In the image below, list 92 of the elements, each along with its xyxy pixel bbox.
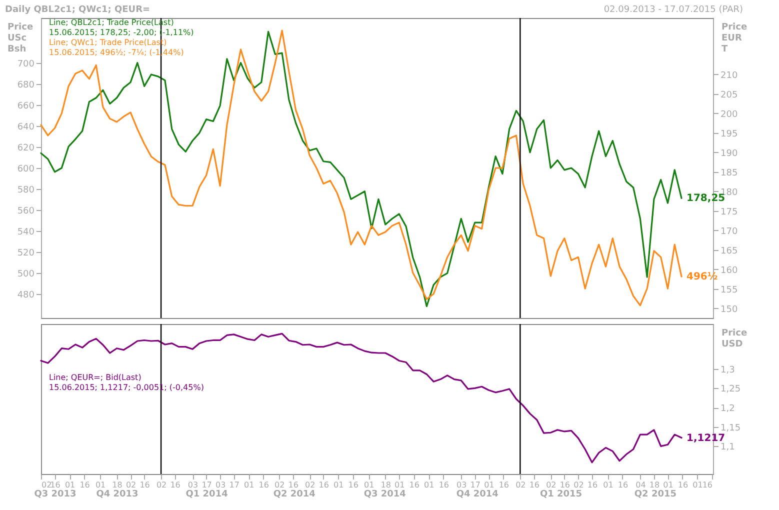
x-tick-label: 16 (702, 480, 713, 490)
x-tick-label: 16 (258, 480, 269, 490)
y-tick-label: 620 (17, 144, 35, 154)
x-tick-label: 02 (516, 480, 526, 490)
y-tick-label: 500 (17, 269, 35, 280)
x-tick-label: 01 (364, 480, 374, 490)
x-tick-label: 17 (202, 480, 212, 490)
y-tick-label: 600 (17, 164, 35, 174)
y2-tick-label: 170 (720, 226, 738, 237)
x-tick-label: 04 (636, 480, 646, 490)
y-tick-label: 680 (17, 80, 35, 91)
x-tick-label: 16 (50, 480, 60, 490)
x-tick-label: 01 (64, 480, 76, 490)
y-tick-label: 540 (17, 227, 35, 238)
x2-tick-label: Q1 2014 (186, 490, 228, 500)
x-tick-label: 16 (529, 480, 540, 490)
x2-tick-label: Q3 2014 (364, 490, 406, 500)
y-tick-label: 520 (17, 248, 35, 258)
x2-tick-label: Q4 2014 (456, 490, 498, 500)
x-tick-label: 16 (170, 480, 180, 490)
y2-tick-label: 205 (720, 90, 738, 100)
x-tick-label: 02 (42, 480, 52, 490)
x-tick-label: 18 (112, 480, 122, 490)
x-tick-label: 01 (484, 480, 494, 490)
x-tick-label: 16 (318, 480, 329, 490)
x-tick-label: 01 (603, 480, 614, 490)
x-tick-label: 16 (288, 480, 298, 490)
x-tick-label: 02 (156, 480, 167, 490)
data-label: 1,1217 (686, 432, 726, 444)
y2-tick-label: 1,3 (720, 365, 735, 376)
x-tick-label: 02 (546, 480, 556, 490)
y2-tick-label: 165 (720, 246, 738, 256)
x-tick-label: 03 (188, 480, 198, 490)
y-axis-title: Price USc Bsh (8, 22, 34, 54)
x-tick-label: 01 (244, 480, 254, 490)
y2-axis-title: Price EUR T (722, 22, 748, 54)
x-tick-label: 01 (334, 480, 344, 490)
y-tick-label: 480 (17, 290, 35, 300)
x-tick-label: 02 (274, 480, 285, 490)
x-tick-label: 02 (126, 480, 136, 490)
y-tick-label: 700 (17, 60, 35, 70)
y2-axis-title: Price USD (722, 328, 748, 350)
x2-tick-label: Q1 2015 (540, 490, 582, 500)
x2-tick-label: Q3 2013 (34, 490, 76, 500)
y-tick-label: 580 (17, 185, 35, 196)
x-tick-label: 16 (618, 480, 628, 490)
y2-tick-label: 1,1 (720, 442, 735, 453)
chart-subtitle: 02.09.2013 - 17.07.2015 (PAR) (604, 5, 743, 15)
x-tick-label: 16 (80, 480, 90, 490)
y2-tick-label: 195 (720, 129, 738, 140)
y-tick-label: 640 (17, 122, 35, 133)
x2-tick-label: Q2 2015 (634, 490, 677, 500)
y2-tick-label: 185 (720, 168, 738, 178)
x-tick-label: 16 (560, 480, 570, 490)
series-label: Line; QEUR=; Bid(Last) (49, 373, 142, 382)
y2-tick-label: 1,25 (720, 384, 741, 395)
x-tick-label: 01 (95, 480, 106, 490)
y2-tick-label: 155 (720, 285, 738, 296)
y2-tick-label: 190 (720, 148, 738, 159)
y2-tick-label: 1,2 (720, 404, 735, 414)
x2-tick-label: Q4 2013 (96, 490, 138, 500)
x-tick-label: 01 (394, 480, 405, 490)
y-tick-label: 660 (17, 102, 35, 112)
chart-title: Daily QBL2c1; QWc1; QEUR= (5, 5, 150, 15)
x2-tick-label: Q2 2014 (273, 490, 316, 500)
x-tick-label: 02 (305, 480, 316, 490)
x-tick-label: 17 (229, 480, 240, 490)
x-tick-label: 03 (215, 480, 226, 490)
x-tick-label: 18 (380, 480, 391, 490)
y2-tick-label: 150 (720, 304, 738, 315)
x-tick-label: 16 (678, 480, 688, 490)
x-tick-label: 01 (424, 480, 434, 490)
y2-tick-label: 175 (720, 207, 738, 218)
y2-tick-label: 200 (720, 110, 738, 120)
x-tick-label: 02 (574, 480, 584, 490)
x-tick-label: 01 (663, 480, 674, 490)
x-tick-label: 18 (649, 480, 660, 490)
x-tick-label: 03 (456, 480, 467, 490)
x-tick-label: 16 (348, 480, 358, 490)
x-tick-label: 16 (438, 480, 450, 490)
x-tick-label: 01 (692, 480, 703, 490)
data-label: 178,25 (686, 193, 726, 204)
x-tick-label: 16 (140, 480, 150, 490)
x-tick-label: 16 (409, 480, 420, 490)
x-tick-label: 17 (470, 480, 480, 490)
y-tick-label: 560 (17, 206, 35, 216)
x-tick-label: 16 (498, 480, 510, 490)
y2-tick-label: 160 (720, 266, 738, 276)
y2-tick-label: 1,15 (720, 423, 741, 434)
y2-tick-label: 210 (720, 70, 738, 81)
data-label: 496½ (686, 272, 718, 283)
x-tick-label: 16 (587, 480, 598, 490)
